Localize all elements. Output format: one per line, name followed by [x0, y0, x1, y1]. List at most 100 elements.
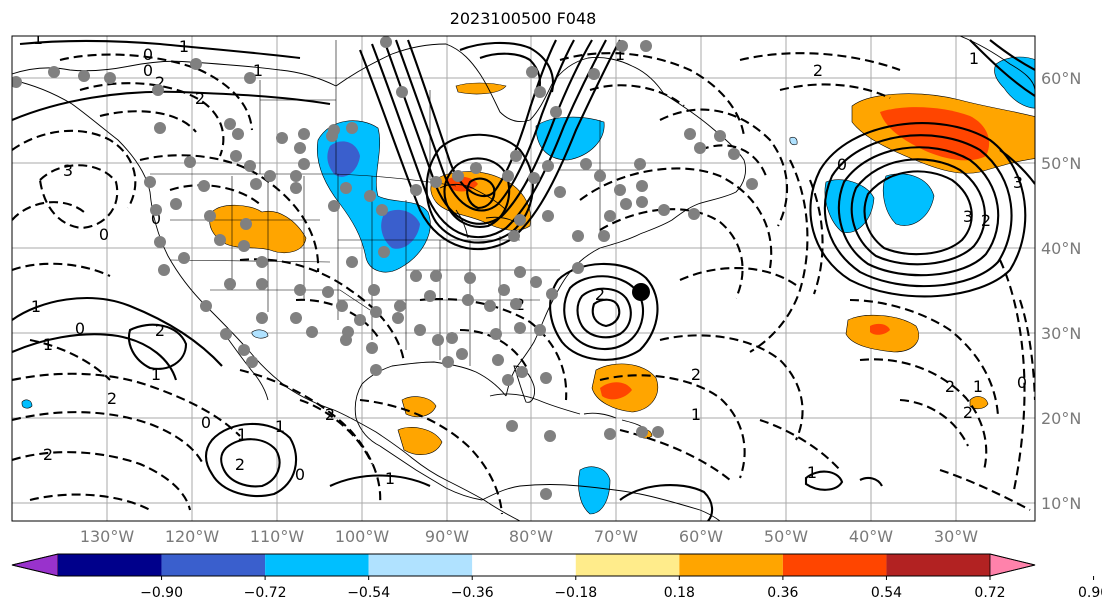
- station-dot: [250, 178, 262, 190]
- station-dot: [410, 270, 422, 282]
- longitude-label: 60°W: [679, 527, 723, 546]
- station-dot: [178, 252, 190, 264]
- contour-label: 1: [385, 469, 395, 488]
- contour-label: 2: [945, 377, 955, 396]
- station-dot: [688, 208, 700, 220]
- colorbar: [11, 553, 1036, 577]
- colorbar-segment: [265, 554, 369, 576]
- longitude-label: 120°W: [165, 527, 220, 546]
- station-dot: [346, 256, 358, 268]
- station-dot: [498, 284, 510, 296]
- station-dot: [184, 156, 196, 168]
- station-dot: [616, 40, 628, 52]
- contour-label: 1: [31, 297, 41, 316]
- station-dot: [154, 236, 166, 248]
- station-dot: [514, 214, 526, 226]
- colorbar-segment: [161, 554, 266, 576]
- station-dot: [224, 118, 236, 130]
- colorbar-tick-label: −0.54: [347, 585, 390, 601]
- contour-label: 0: [143, 61, 153, 80]
- colorbar-segment: [575, 554, 680, 576]
- contour-label: 1: [969, 49, 979, 68]
- station-dot: [240, 218, 252, 230]
- station-dot: [256, 312, 268, 324]
- contour-label: 1: [973, 377, 983, 396]
- colorbar-segment: [472, 554, 576, 576]
- station-dot: [598, 230, 610, 242]
- colorbar-tick-label: −0.72: [244, 585, 287, 601]
- station-dot: [392, 312, 404, 324]
- contour-label: 1: [615, 45, 625, 64]
- station-dot: [464, 272, 476, 284]
- station-dot: [170, 198, 182, 210]
- colorbar-tick-label: −0.18: [554, 585, 597, 601]
- station-dot: [636, 426, 648, 438]
- station-dot: [158, 264, 170, 276]
- latitude-label: 10°N: [1041, 494, 1081, 513]
- station-dot: [246, 356, 258, 368]
- station-dot: [684, 128, 696, 140]
- station-dot: [394, 300, 406, 312]
- contour-label: 0: [99, 225, 109, 244]
- station-dot: [152, 84, 164, 96]
- longitude-label: 40°W: [849, 527, 893, 546]
- longitude-label: 30°W: [934, 527, 978, 546]
- station-dot: [514, 322, 526, 334]
- station-dot: [104, 72, 116, 84]
- colorbar-segment: [58, 554, 162, 576]
- station-dot: [514, 266, 526, 278]
- station-dot: [430, 176, 442, 188]
- longitude-label: 50°W: [764, 527, 808, 546]
- station-dot: [652, 426, 664, 438]
- colorbar-tick-labels: −0.90 −0.72 −0.54 −0.36 −0.18 0.18 0.36 0.54 0.7…: [140, 576, 1102, 601]
- station-dot: [694, 142, 706, 154]
- station-dot: [544, 430, 556, 442]
- contour-label: 2: [963, 403, 973, 422]
- contour-label: 0: [1017, 373, 1027, 392]
- contour-label: 2: [155, 321, 165, 340]
- contour-label: 2: [43, 445, 53, 464]
- map-frame: [11, 35, 1036, 522]
- station-dot: [204, 210, 216, 222]
- station-dot: [256, 278, 268, 290]
- contour-label: 0: [837, 155, 847, 174]
- contour-label: 2: [813, 61, 823, 80]
- contour-label: 1: [237, 425, 247, 444]
- station-dot: [340, 334, 352, 346]
- contour-label: 1: [807, 463, 817, 482]
- station-dot: [502, 374, 514, 386]
- station-dot: [614, 184, 626, 196]
- station-dot: [636, 180, 648, 192]
- contour-label: 0: [151, 209, 161, 228]
- colorbar-tick-label: 0.18: [664, 585, 695, 601]
- contour-label: 2: [325, 405, 335, 424]
- contour-label: 1: [33, 29, 43, 48]
- station-dot: [276, 132, 288, 144]
- station-dot: [256, 256, 268, 268]
- contour-label: 1: [151, 365, 161, 384]
- contour-label: 0: [75, 319, 85, 338]
- longitude-label: 100°W: [335, 527, 390, 546]
- station-dot: [238, 240, 250, 252]
- station-dot: [144, 176, 156, 188]
- colorbar-tick-label: 0.36: [767, 585, 798, 601]
- contours-negative: [12, 52, 1035, 515]
- station-dot: [154, 122, 166, 134]
- latitude-label: 50°N: [1041, 154, 1081, 173]
- colorbar-tick-label: 0.72: [974, 585, 1005, 601]
- colorbar-extend-high: [989, 553, 1036, 577]
- station-dot: [346, 122, 358, 134]
- station-dot: [294, 142, 306, 154]
- station-dot: [290, 170, 302, 182]
- station-dot: [542, 160, 554, 172]
- longitude-label: 130°W: [80, 527, 135, 546]
- station-dot: [354, 314, 366, 326]
- station-dot: [396, 86, 408, 98]
- contour-label: 2: [155, 73, 165, 92]
- contour-label: 0: [295, 465, 305, 484]
- station-dot: [238, 344, 250, 356]
- longitude-label: 70°W: [594, 527, 638, 546]
- station-dot: [508, 230, 520, 242]
- station-dot: [510, 298, 522, 310]
